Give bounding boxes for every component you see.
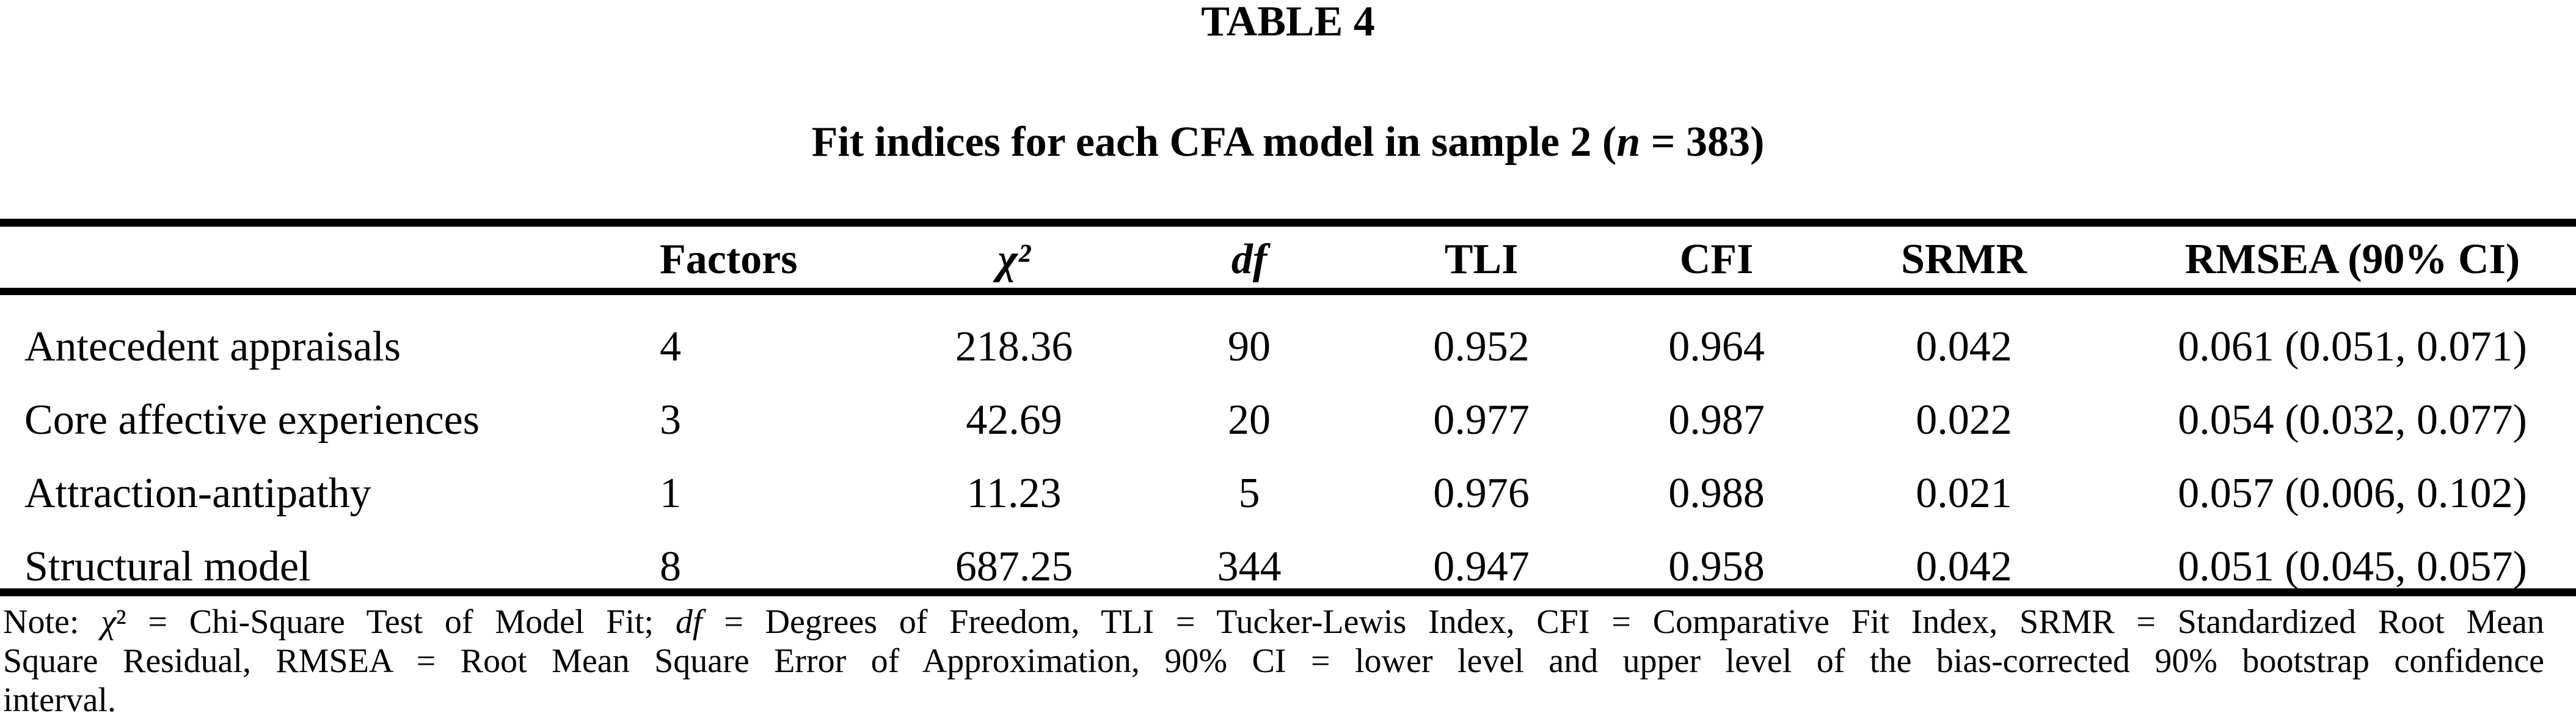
cell-model: Structural model bbox=[24, 543, 311, 590]
cell-factors: 8 bbox=[660, 543, 681, 590]
cell-srmr: 0.042 bbox=[1916, 323, 2012, 370]
cell-chi-square: 218.36 bbox=[955, 323, 1073, 370]
table-caption: Fit indices for each CFA model in sample… bbox=[811, 119, 1765, 166]
col-header-srmr: SRMR bbox=[1833, 222, 2095, 295]
table-header-row: Factors χ² df TLI CFI SRMR RMSEA (90% CI… bbox=[0, 222, 2576, 295]
cell-rmsea: 0.061 (0.051, 0.071) bbox=[2178, 323, 2527, 370]
cell-tli: 0.976 bbox=[1433, 470, 1530, 517]
cell-chi-square: 42.69 bbox=[966, 397, 1062, 444]
cell-cfi: 0.988 bbox=[1668, 470, 1765, 517]
cell-cfi: 0.987 bbox=[1668, 397, 1765, 444]
cell-tli: 0.947 bbox=[1433, 543, 1530, 590]
cell-df: 90 bbox=[1228, 323, 1271, 370]
note-line-3: interval. bbox=[3, 681, 117, 719]
cell-rmsea: 0.051 (0.045, 0.057) bbox=[2178, 543, 2527, 590]
cell-model: Antecedent appraisals bbox=[24, 323, 401, 370]
col-header-tli: TLI bbox=[1362, 222, 1600, 295]
cell-model: Core affective experiences bbox=[24, 397, 480, 444]
col-header-cfi: CFI bbox=[1600, 222, 1833, 295]
col-header-chi-square: χ² bbox=[892, 222, 1136, 295]
cell-factors: 1 bbox=[660, 470, 681, 517]
table-row: Structural model 8 687.25 344 0.947 0.95… bbox=[0, 515, 2576, 593]
cell-chi-square: 11.23 bbox=[966, 470, 1062, 517]
cell-rmsea: 0.054 (0.032, 0.077) bbox=[2178, 397, 2527, 444]
cell-df: 20 bbox=[1228, 397, 1271, 444]
col-header-model bbox=[0, 222, 660, 295]
table-note: Note: χ² = Chi-Square Test of Model Fit;… bbox=[3, 602, 2544, 720]
table-row: Attraction-antipathy 1 11.23 5 0.976 0.9… bbox=[0, 442, 2576, 515]
note-line-1: Note: χ² = Chi-Square Test of Model Fit;… bbox=[3, 603, 2545, 641]
cell-cfi: 0.964 bbox=[1668, 323, 1765, 370]
cell-df: 5 bbox=[1238, 470, 1260, 517]
cell-model: Attraction-antipathy bbox=[24, 470, 371, 517]
cell-srmr: 0.021 bbox=[1916, 470, 2012, 517]
cell-chi-square: 687.25 bbox=[955, 543, 1073, 590]
cell-factors: 3 bbox=[660, 397, 681, 444]
table-number-heading: TABLE 4 bbox=[1201, 0, 1375, 45]
cell-srmr: 0.042 bbox=[1916, 543, 2012, 590]
col-header-df: df bbox=[1136, 222, 1362, 295]
cell-cfi: 0.958 bbox=[1668, 543, 1765, 590]
table-row: Antecedent appraisals 4 218.36 90 0.952 … bbox=[0, 291, 2576, 368]
cell-tli: 0.977 bbox=[1433, 397, 1530, 444]
col-header-factors: Factors bbox=[660, 222, 892, 295]
table-row: Core affective experiences 3 42.69 20 0.… bbox=[0, 368, 2576, 442]
cell-rmsea: 0.057 (0.006, 0.102) bbox=[2178, 470, 2527, 517]
col-header-rmsea: RMSEA (90% CI) bbox=[2095, 222, 2576, 295]
cell-factors: 4 bbox=[660, 323, 681, 370]
fit-indices-table: Factors χ² df TLI CFI SRMR RMSEA (90% CI… bbox=[0, 219, 2576, 596]
cell-df: 344 bbox=[1217, 543, 1282, 590]
cell-srmr: 0.022 bbox=[1916, 397, 2012, 444]
cell-tli: 0.952 bbox=[1433, 323, 1530, 370]
note-line-2: Square Residual, RMSEA = Root Mean Squar… bbox=[3, 642, 2544, 680]
